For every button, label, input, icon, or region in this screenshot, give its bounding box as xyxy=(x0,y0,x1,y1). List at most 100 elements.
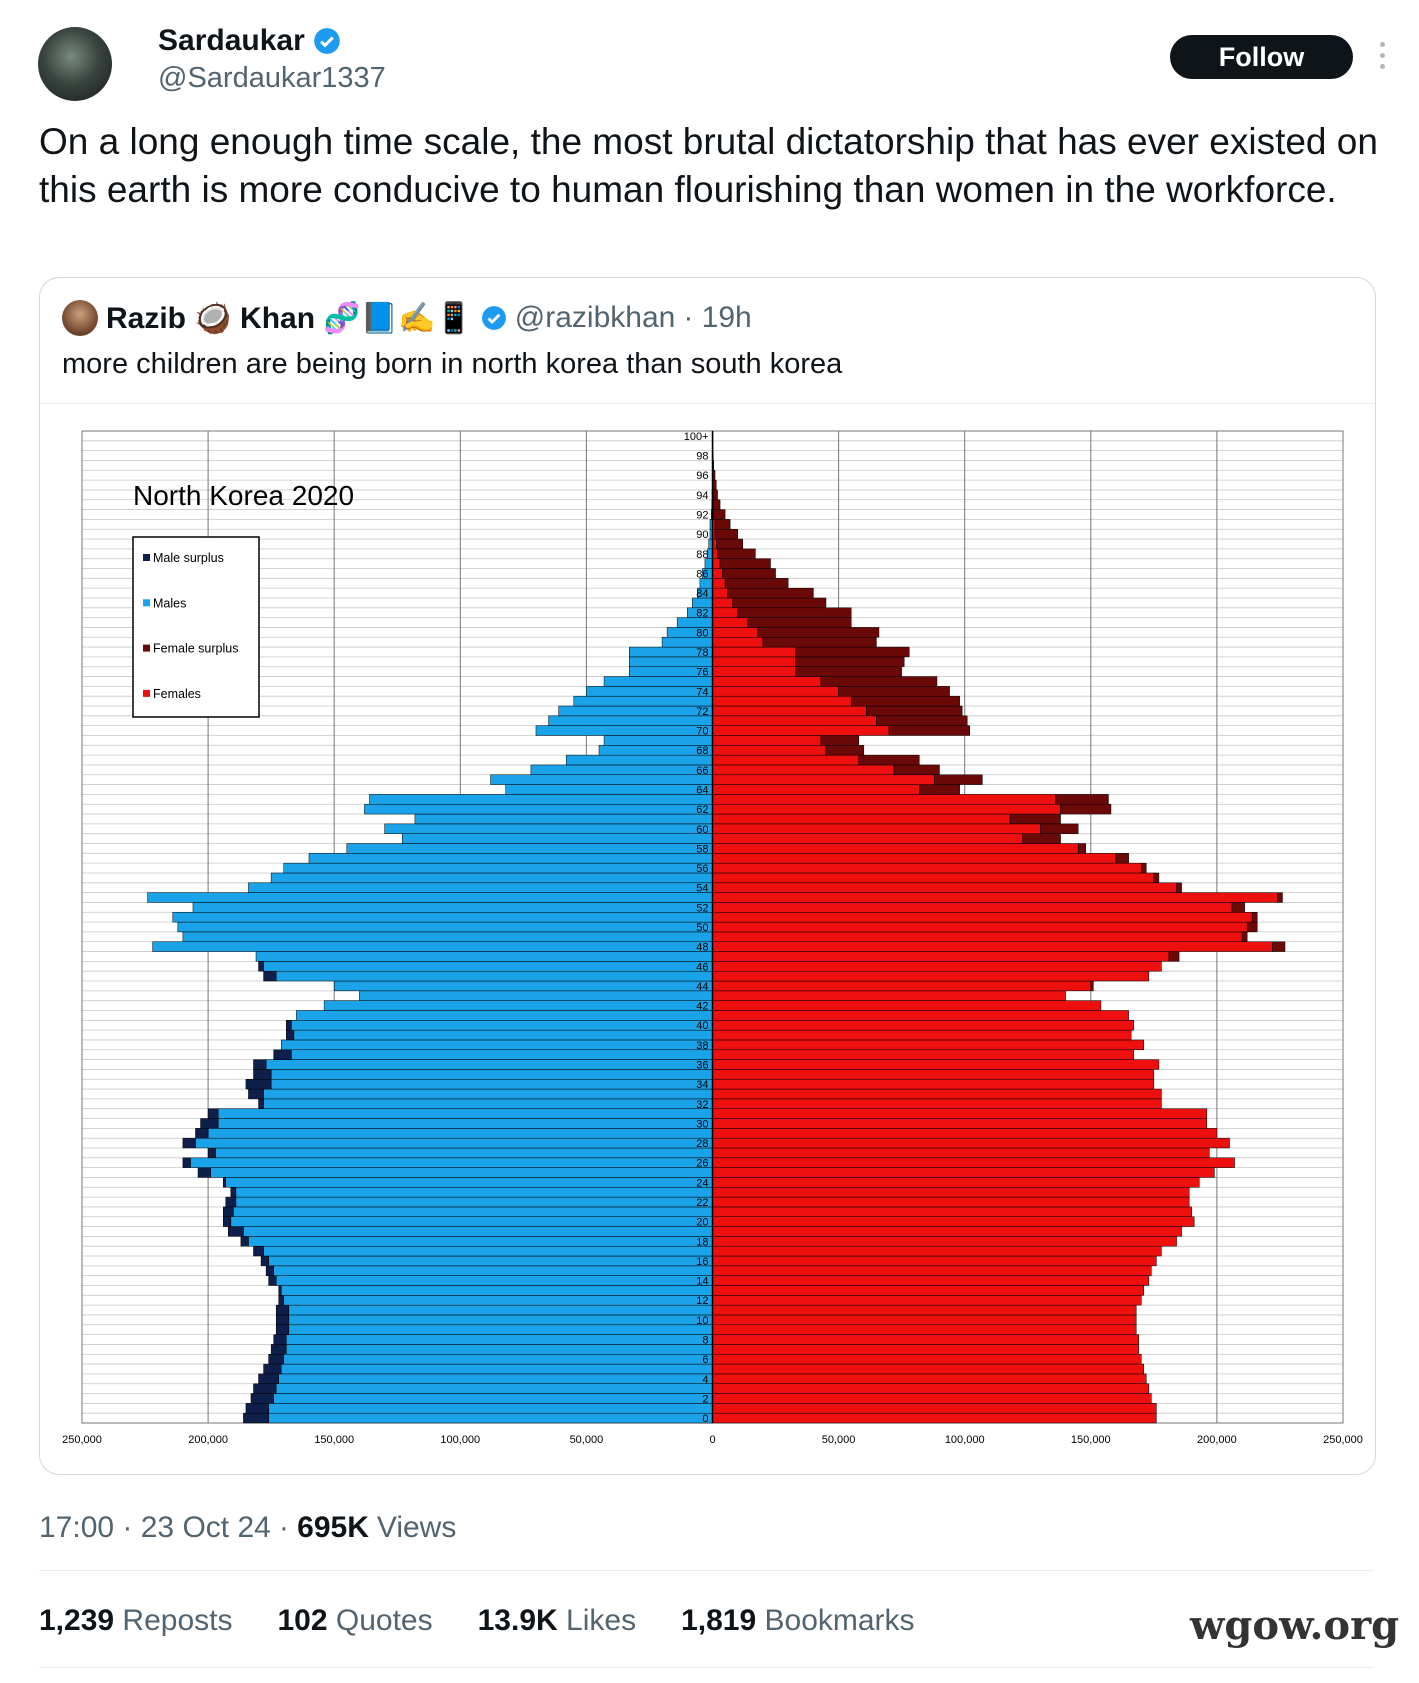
quote-avatar xyxy=(62,300,98,336)
bar xyxy=(346,843,713,854)
age-label: 20 xyxy=(696,1217,708,1229)
x-tick-label: 150,000 xyxy=(1071,1434,1111,1446)
surplus-bar xyxy=(228,1226,244,1237)
bar xyxy=(190,1157,713,1168)
surplus-bar xyxy=(888,725,970,736)
age-label: 72 xyxy=(696,706,708,718)
surplus-bar xyxy=(795,666,902,677)
surplus-bar xyxy=(197,1167,211,1178)
surplus-bar xyxy=(825,745,865,756)
author: Sardaukar xyxy=(158,24,341,58)
surplus-bar xyxy=(1077,843,1087,854)
surplus-bar xyxy=(1241,931,1248,942)
age-label: 56 xyxy=(696,863,708,875)
more-menu[interactable] xyxy=(1380,42,1386,69)
follow-button[interactable]: Follow xyxy=(1170,35,1353,79)
stat-count: 1,239 xyxy=(39,1604,115,1637)
bar xyxy=(275,1275,713,1286)
bar xyxy=(308,853,713,864)
bar xyxy=(712,813,1011,825)
bar xyxy=(288,1304,713,1316)
bar xyxy=(280,1285,713,1296)
bar xyxy=(712,1245,1162,1257)
bar xyxy=(255,951,713,962)
quote-handle: @razibkhan xyxy=(514,301,676,334)
age-label: 24 xyxy=(696,1177,708,1189)
bar xyxy=(217,1118,713,1129)
age-label: 50 xyxy=(696,922,708,934)
legend-label: Male surplus xyxy=(153,551,224,565)
surplus-bar xyxy=(1115,853,1129,864)
surplus-bar xyxy=(250,1393,274,1404)
surplus-bar xyxy=(1231,902,1245,913)
bar xyxy=(235,1187,713,1198)
surplus-bar xyxy=(263,1363,282,1375)
age-label: 60 xyxy=(696,824,708,836)
bar xyxy=(712,1226,1182,1237)
bar xyxy=(293,1029,713,1041)
stat-count: 1,819 xyxy=(681,1604,757,1637)
surplus-bar xyxy=(850,695,960,707)
bar xyxy=(288,1324,713,1335)
surplus-bar xyxy=(260,1255,269,1267)
quote-card[interactable]: Razib 🥥 Khan 🧬📘✍️📱 @razibkhan 19h more c… xyxy=(39,277,1376,1475)
stat[interactable]: 13.9K Likes xyxy=(478,1604,636,1638)
bar xyxy=(712,843,1079,854)
bar xyxy=(712,912,1253,923)
x-tick-label: 250,000 xyxy=(1323,1434,1363,1446)
age-label: 86 xyxy=(696,568,708,580)
legend-label: Females xyxy=(153,687,201,701)
avatar[interactable] xyxy=(38,27,112,101)
surplus-bar xyxy=(820,735,860,746)
surplus-bar xyxy=(225,1196,237,1208)
bar xyxy=(225,1177,713,1188)
bar xyxy=(712,1314,1137,1326)
surplus-bar xyxy=(716,538,744,550)
age-label: 64 xyxy=(696,784,708,796)
bar xyxy=(233,1206,713,1217)
bar xyxy=(210,1167,713,1178)
age-label: 92 xyxy=(696,509,708,521)
stat[interactable]: 1,819 Bookmarks xyxy=(681,1604,914,1638)
bar xyxy=(296,1010,713,1021)
stat[interactable]: 102 Quotes xyxy=(277,1604,432,1638)
bar xyxy=(275,970,713,982)
age-label: 46 xyxy=(696,961,708,973)
bar xyxy=(712,548,718,559)
stat-label: Quotes xyxy=(335,1604,433,1637)
bar xyxy=(286,1334,713,1345)
legend-swatch xyxy=(143,644,150,652)
bar xyxy=(712,921,1248,933)
bar xyxy=(712,607,738,618)
surplus-bar xyxy=(273,1334,287,1345)
age-label: 66 xyxy=(696,765,708,777)
surplus-bar xyxy=(245,1403,269,1414)
age-label: 30 xyxy=(696,1118,708,1130)
surplus-bar xyxy=(222,1206,234,1217)
bar xyxy=(283,1295,713,1306)
surplus-bar xyxy=(222,1216,232,1227)
author-name[interactable]: Sardaukar xyxy=(158,24,305,57)
bar xyxy=(323,1000,713,1011)
surplus-bar xyxy=(230,1187,237,1198)
bar xyxy=(207,1128,713,1139)
author-handle[interactable]: @Sardaukar1337 xyxy=(158,62,386,94)
bar xyxy=(712,1393,1152,1404)
surplus-bar xyxy=(286,1020,292,1031)
age-label: 76 xyxy=(696,667,708,679)
bar xyxy=(265,1059,713,1070)
surplus-bar xyxy=(1022,833,1061,844)
bar xyxy=(286,1344,713,1355)
bar xyxy=(712,1000,1102,1011)
stat[interactable]: 1,239 Reposts xyxy=(39,1604,232,1638)
bar xyxy=(182,931,713,942)
bar xyxy=(712,1334,1139,1345)
timestamp[interactable]: 17:00 · 23 Oct 24 xyxy=(39,1511,271,1544)
surplus-bar xyxy=(795,656,905,667)
surplus-bar xyxy=(1140,862,1147,874)
surplus-bar xyxy=(253,1069,272,1080)
surplus-bar xyxy=(195,1128,209,1139)
age-label: 52 xyxy=(696,902,708,914)
bar xyxy=(712,627,759,638)
bar xyxy=(712,931,1243,942)
